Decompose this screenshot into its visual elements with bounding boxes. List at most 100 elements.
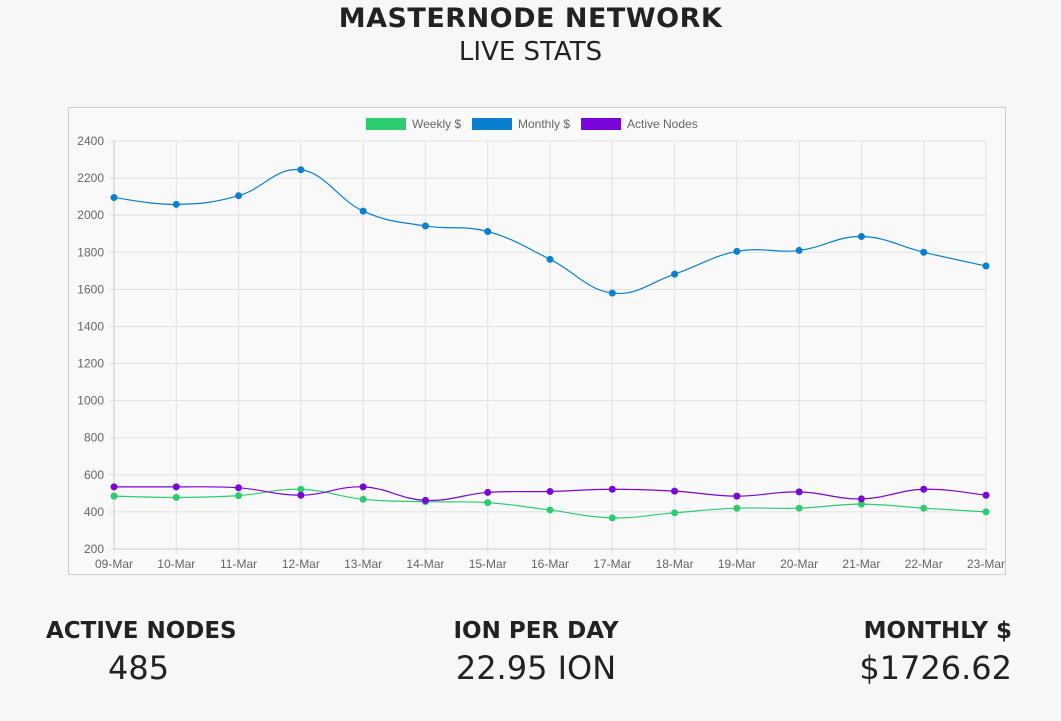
x-tick-label: 13-Mar [344,557,382,571]
stat-active-nodes-value: 485 [108,649,170,687]
data-point-active-nodes [421,496,429,504]
y-tick-label: 200 [84,542,104,556]
data-point-monthly [857,233,865,241]
y-tick-label: 2000 [77,208,104,222]
data-point-active-nodes [110,483,118,491]
stat-monthly-value: $1726.62 [859,649,1012,687]
data-point-weekly [857,500,865,508]
data-point-active-nodes [671,487,679,495]
x-tick-label: 23-Mar [967,557,1005,571]
series-active-nodes [110,483,990,504]
data-point-active-nodes [733,492,741,500]
x-tick-label: 12-Mar [282,557,320,571]
y-tick-label: 1000 [77,394,104,408]
y-tick-label: 1400 [77,319,104,333]
data-point-active-nodes [982,491,990,499]
data-point-monthly [733,247,741,255]
page-title: MASTERNODE NETWORK [338,3,723,34]
data-point-active-nodes [795,488,803,496]
data-point-weekly [546,506,554,514]
legend-swatch [581,118,621,130]
data-point-active-nodes [172,483,180,491]
y-tick-label: 800 [84,431,104,445]
x-tick-label: 15-Mar [469,557,507,571]
stat-active-nodes-label: ACTIVE NODES [46,618,237,644]
data-point-monthly [421,222,429,230]
chart-legend[interactable]: Weekly $ Monthly $ Active Nodes [366,117,698,131]
legend-item-active-nodes[interactable]: Active Nodes [581,117,698,131]
data-point-monthly [982,262,990,270]
data-point-monthly [546,255,554,263]
data-point-monthly [608,289,616,297]
y-tick-label: 1600 [77,282,104,296]
data-point-weekly [359,495,367,503]
x-tick-label: 10-Mar [157,557,195,571]
data-point-weekly [982,508,990,516]
y-tick-label: 600 [84,468,104,482]
y-tick-label: 1200 [77,357,104,371]
data-point-weekly [110,492,118,500]
legend-label: Monthly $ [518,117,570,131]
x-tick-label: 21-Mar [842,557,880,571]
x-tick-label: 11-Mar [220,557,257,571]
data-point-active-nodes [235,484,243,492]
x-axis-ticks: 09-Mar 10-Mar 11-Mar 12-Mar 13-Mar 14-Mar 15-M… [95,557,1005,571]
header: MASTERNODE NETWORK LIVE STATS [0,0,1061,70]
data-point-monthly [172,200,180,208]
data-point-monthly [297,166,305,174]
data-point-weekly [172,493,180,501]
legend-swatch [472,118,512,130]
legend-label: Active Nodes [627,117,698,131]
data-point-monthly [484,228,492,236]
legend-swatch [366,118,406,130]
y-tick-label: 2400 [77,134,104,148]
data-point-monthly [920,248,928,256]
y-tick-label: 1800 [77,245,104,259]
data-point-active-nodes [297,491,305,499]
series-monthly [110,166,990,297]
stat-monthly: MONTHLY $ $1726.62 [692,614,1012,688]
legend-label: Weekly $ [412,117,461,131]
x-tick-label: 14-Mar [406,557,444,571]
x-tick-label: 17-Mar [593,557,631,571]
data-point-monthly [110,194,118,202]
x-tick-label: 16-Mar [531,557,569,571]
legend-item-monthly[interactable]: Monthly $ [472,117,570,131]
data-point-monthly [359,207,367,215]
data-point-active-nodes [359,483,367,491]
chart-series [110,166,990,522]
data-point-monthly [235,192,243,200]
y-tick-label: 400 [84,505,104,519]
data-point-weekly [484,499,492,507]
x-tick-label: 18-Mar [656,557,694,571]
data-point-weekly [671,509,679,517]
stat-ion-per-day-label: ION PER DAY [453,618,619,644]
data-point-active-nodes [857,495,865,503]
x-tick-label: 22-Mar [905,557,943,571]
data-point-active-nodes [484,488,492,496]
stat-ion-per-day: ION PER DAY 22.95 ION [376,614,696,688]
data-point-weekly [608,514,616,522]
data-point-active-nodes [920,485,928,493]
y-tick-label: 2200 [77,171,104,185]
data-point-weekly [795,504,803,512]
data-point-monthly [671,270,679,278]
x-tick-label: 09-Mar [95,557,133,571]
y-axis-ticks: 200 400 600 800 1000 1200 1400 1600 1800 2000 2200… [77,134,104,556]
legend-item-weekly[interactable]: Weekly $ [366,117,461,131]
x-tick-label: 20-Mar [780,557,818,571]
page-subtitle: LIVE STATS [458,37,603,67]
chart-container: 200 400 600 800 1000 1200 1400 1600 1800 2000 2200… [68,107,1006,575]
stat-active-nodes: ACTIVE NODES 485 [46,614,366,688]
data-point-weekly [297,485,305,493]
x-tick-label: 19-Mar [718,557,756,571]
stat-monthly-label: MONTHLY $ [863,618,1012,644]
stat-ion-per-day-value: 22.95 ION [455,649,617,687]
data-point-weekly [920,504,928,512]
data-point-weekly [235,492,243,500]
data-point-active-nodes [546,488,554,496]
data-point-active-nodes [608,485,616,493]
data-point-weekly [733,504,741,512]
line-chart: 200 400 600 800 1000 1200 1400 1600 1800 2000 2200… [77,117,1005,571]
data-point-monthly [795,246,803,254]
